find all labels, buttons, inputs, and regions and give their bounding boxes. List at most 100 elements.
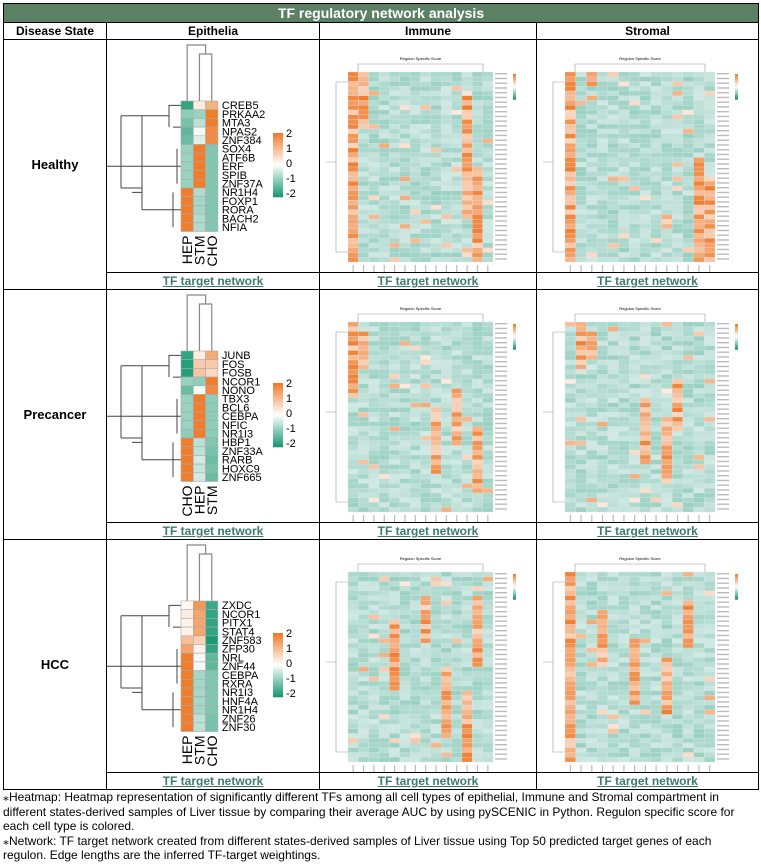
heatmap-cell	[650, 95, 662, 101]
heatmap-cell	[399, 397, 411, 403]
heatmap-cell	[575, 378, 587, 384]
heatmap-cell	[420, 483, 432, 489]
heatmap-cell	[451, 459, 463, 465]
heatmap-cell	[461, 633, 473, 639]
heatmap-cell	[378, 704, 390, 710]
heatmap-cell	[704, 124, 716, 130]
heatmap-cell	[472, 76, 483, 82]
heatmap-cell	[650, 595, 662, 601]
heatmap-cell	[682, 76, 694, 82]
tf-target-network-link-immune[interactable]: TF target network	[377, 774, 479, 788]
heatmap-cell	[451, 238, 463, 244]
heatmap-cell	[441, 576, 452, 582]
heatmap-cell	[682, 595, 694, 601]
heatmap-cell	[472, 497, 483, 503]
heatmap-cell	[682, 704, 694, 710]
heatmap-cell	[389, 671, 400, 677]
heatmap-cell	[586, 695, 598, 701]
heatmap-cell	[399, 124, 411, 130]
heatmap-cell	[704, 336, 716, 342]
heatmap-cell	[430, 657, 442, 663]
tf-target-network-link-stromal[interactable]: TF target network	[597, 274, 698, 288]
heatmap-cell	[409, 473, 421, 479]
heatmap-cell	[358, 752, 369, 758]
heatmap-cell	[629, 752, 641, 758]
heatmap-cell	[430, 728, 442, 734]
stromal-heatmap: Regulon Specific Score	[543, 306, 738, 522]
heatmap-cell	[451, 364, 463, 370]
tf-target-network-link-stromal[interactable]: TF target network	[597, 774, 698, 788]
heatmap-cell	[193, 618, 206, 628]
heatmap-cell	[420, 209, 432, 215]
heatmap-cell	[682, 723, 694, 729]
heatmap-cell	[451, 652, 463, 658]
heatmap-cell	[358, 431, 369, 437]
heatmap-cell	[451, 590, 463, 596]
heatmap-cell	[682, 407, 694, 413]
heatmap-cell	[441, 450, 452, 456]
heatmap-cell	[389, 714, 400, 720]
heatmap-cell	[693, 407, 705, 413]
heatmap-cell	[564, 238, 576, 244]
heatmap-cell	[451, 209, 463, 215]
heatmap-cell	[639, 350, 651, 356]
heatmap-cell	[461, 214, 473, 220]
heatmap-cell	[472, 247, 483, 253]
heatmap-cell	[378, 747, 390, 753]
heatmap-cell	[661, 238, 673, 244]
heatmap-cell	[564, 124, 576, 130]
heatmap-cell	[472, 757, 483, 763]
heatmap-cell	[618, 614, 630, 620]
heatmap-cell	[472, 119, 483, 125]
heatmap-cell	[650, 445, 662, 451]
heatmap-cell	[575, 723, 587, 729]
tf-target-network-link-stromal[interactable]: TF target network	[597, 524, 698, 538]
heatmap-cell	[389, 576, 400, 582]
heatmap-cell	[441, 257, 452, 263]
heatmap-cell	[575, 628, 587, 634]
heatmap-cell	[596, 200, 609, 206]
heatmap-cell	[378, 662, 390, 668]
heatmap-cell	[420, 86, 432, 92]
heatmap-cell	[430, 459, 442, 465]
heatmap-cell	[389, 676, 400, 682]
heatmap-cell	[347, 440, 359, 446]
tf-target-network-link-epithelia[interactable]: TF target network	[162, 774, 264, 788]
heatmap-cell	[586, 138, 598, 144]
heatmap-cell	[430, 478, 442, 484]
heatmap-cell	[586, 421, 598, 427]
heatmap-cell	[441, 469, 452, 475]
heatmap-cell	[661, 185, 673, 191]
heatmap-cell	[389, 257, 400, 263]
heatmap-cell	[399, 252, 411, 258]
heatmap-cell	[650, 257, 662, 263]
heatmap-cell	[389, 728, 400, 734]
heatmap-cell	[564, 473, 576, 479]
heatmap-cell	[430, 714, 442, 720]
gene-label: ZNF665	[222, 472, 262, 484]
heatmap-cell	[430, 321, 442, 327]
heatmap-cell	[409, 336, 421, 342]
tf-target-network-link-immune[interactable]: TF target network	[377, 274, 479, 288]
heatmap-cell	[564, 633, 576, 639]
tf-target-network-link-epithelia[interactable]: TF target network	[162, 524, 264, 538]
heatmap-cell	[650, 676, 662, 682]
heatmap-cell	[347, 586, 359, 592]
heatmap-cell	[586, 757, 598, 763]
heatmap-cell	[671, 114, 684, 120]
tf-target-network-link-immune[interactable]: TF target network	[377, 524, 479, 538]
heatmap-cell	[693, 657, 705, 663]
heatmap-cell	[693, 185, 705, 191]
heatmap-cell	[607, 128, 619, 134]
heatmap-cell	[358, 624, 369, 630]
heatmap-cell	[607, 719, 619, 725]
heatmap-cell	[368, 181, 380, 187]
heatmap-cell	[629, 590, 641, 596]
tf-target-network-link-epithelia[interactable]: TF target network	[162, 274, 264, 288]
heatmap-cell	[368, 190, 380, 196]
heatmap-cell	[629, 483, 641, 489]
heatmap-cell	[661, 364, 673, 370]
heatmap-cell	[629, 450, 641, 456]
heatmap-cell	[378, 464, 390, 470]
heatmap-cell	[399, 502, 411, 508]
